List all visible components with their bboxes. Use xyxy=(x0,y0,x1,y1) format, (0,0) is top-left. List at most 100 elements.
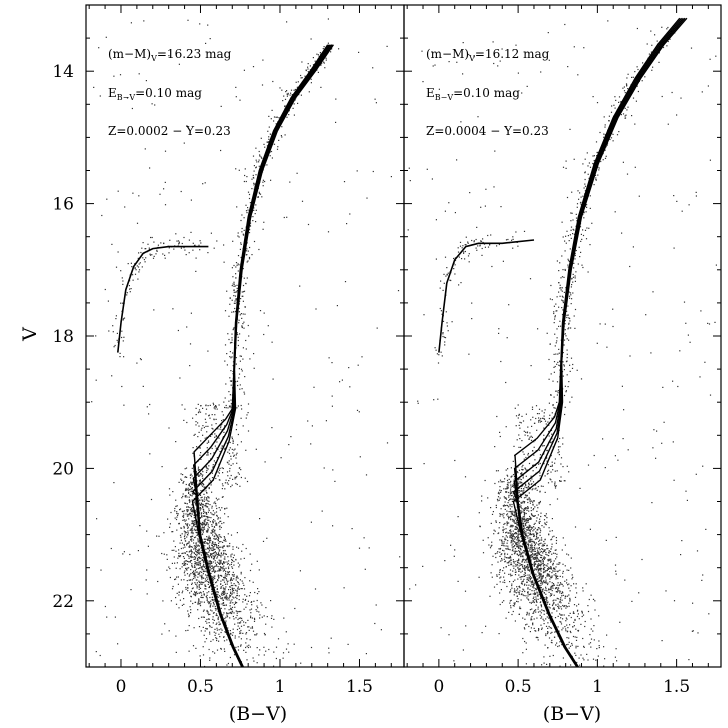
left-star xyxy=(244,577,246,579)
left-star xyxy=(227,475,229,477)
left-star xyxy=(211,588,213,590)
right-star xyxy=(524,508,526,510)
left-star xyxy=(200,502,202,504)
right-star xyxy=(570,212,572,214)
left-star xyxy=(192,570,195,572)
left-star xyxy=(145,248,147,250)
right-star xyxy=(518,491,520,494)
left-star xyxy=(249,646,251,648)
left-star xyxy=(246,480,249,483)
left-star xyxy=(195,647,197,649)
left-star xyxy=(198,502,200,504)
right-star xyxy=(551,417,553,419)
left-star xyxy=(300,77,302,79)
left-star xyxy=(189,544,191,546)
right-star xyxy=(656,40,658,42)
left-star xyxy=(216,588,218,590)
right-star xyxy=(549,575,551,577)
left-star xyxy=(307,223,310,226)
left-star xyxy=(193,545,195,547)
left-star xyxy=(251,601,253,603)
left-star xyxy=(283,617,285,619)
left-star xyxy=(256,560,258,562)
left-star xyxy=(222,496,224,498)
right-star xyxy=(511,500,513,502)
left-star xyxy=(192,522,194,524)
left-star xyxy=(236,407,238,409)
right-star xyxy=(503,513,505,515)
left-star xyxy=(129,553,131,556)
left-star xyxy=(230,608,233,610)
left-star xyxy=(234,635,236,637)
left-star xyxy=(99,654,101,657)
right-star xyxy=(482,238,484,240)
left-star xyxy=(189,529,191,531)
left-star xyxy=(233,654,236,656)
right-star xyxy=(517,466,519,468)
right-star xyxy=(583,646,585,648)
left-star xyxy=(243,584,245,586)
left-star xyxy=(243,588,246,590)
left-star xyxy=(202,561,205,563)
right-star xyxy=(575,217,578,219)
right-star xyxy=(531,590,533,592)
left-star xyxy=(226,471,229,473)
left-star xyxy=(199,542,201,544)
right-star xyxy=(554,588,557,590)
left-star xyxy=(211,553,213,555)
left-star xyxy=(216,547,218,549)
right-star xyxy=(468,353,470,355)
left-star xyxy=(246,659,248,661)
left-star xyxy=(189,477,192,479)
left-star xyxy=(91,401,93,403)
right-star xyxy=(534,488,536,490)
left-star xyxy=(236,332,238,334)
left-star xyxy=(122,553,124,555)
left-star xyxy=(151,254,153,256)
left-star xyxy=(210,232,212,234)
left-star xyxy=(231,553,233,555)
right-star xyxy=(540,512,542,514)
right-star xyxy=(551,433,553,435)
left-star xyxy=(231,593,233,595)
right-star xyxy=(520,473,522,475)
left-star xyxy=(227,571,229,573)
left-star xyxy=(198,480,201,482)
left-star xyxy=(192,509,194,511)
right-star xyxy=(559,575,561,577)
left-star xyxy=(186,509,188,511)
left-star xyxy=(195,562,197,564)
right-star xyxy=(680,554,682,556)
left-star xyxy=(205,490,207,492)
left-star xyxy=(270,617,273,619)
right-star xyxy=(503,550,505,552)
left-star xyxy=(237,547,240,549)
left-star xyxy=(196,584,198,586)
left-star xyxy=(241,214,243,216)
right-star xyxy=(493,586,496,588)
left-star xyxy=(253,660,255,662)
left-star xyxy=(211,544,213,546)
left-star xyxy=(186,421,188,424)
left-star xyxy=(219,509,221,511)
left-star xyxy=(262,540,265,542)
right-star xyxy=(603,136,605,138)
left-star xyxy=(191,528,193,530)
left-star xyxy=(233,454,235,456)
left-star xyxy=(260,156,262,158)
left-star xyxy=(233,578,235,580)
left-star xyxy=(244,599,246,601)
right-star xyxy=(488,544,490,546)
left-star xyxy=(199,557,201,560)
left-star xyxy=(161,466,163,468)
right-star xyxy=(544,522,546,524)
left-star xyxy=(190,556,192,559)
right-star xyxy=(553,361,556,363)
left-star xyxy=(226,364,228,366)
left-star xyxy=(223,244,225,246)
left-star xyxy=(175,603,178,605)
right-star xyxy=(555,558,557,560)
left-star xyxy=(183,563,185,565)
left-star xyxy=(374,98,376,100)
left-star xyxy=(206,575,208,577)
